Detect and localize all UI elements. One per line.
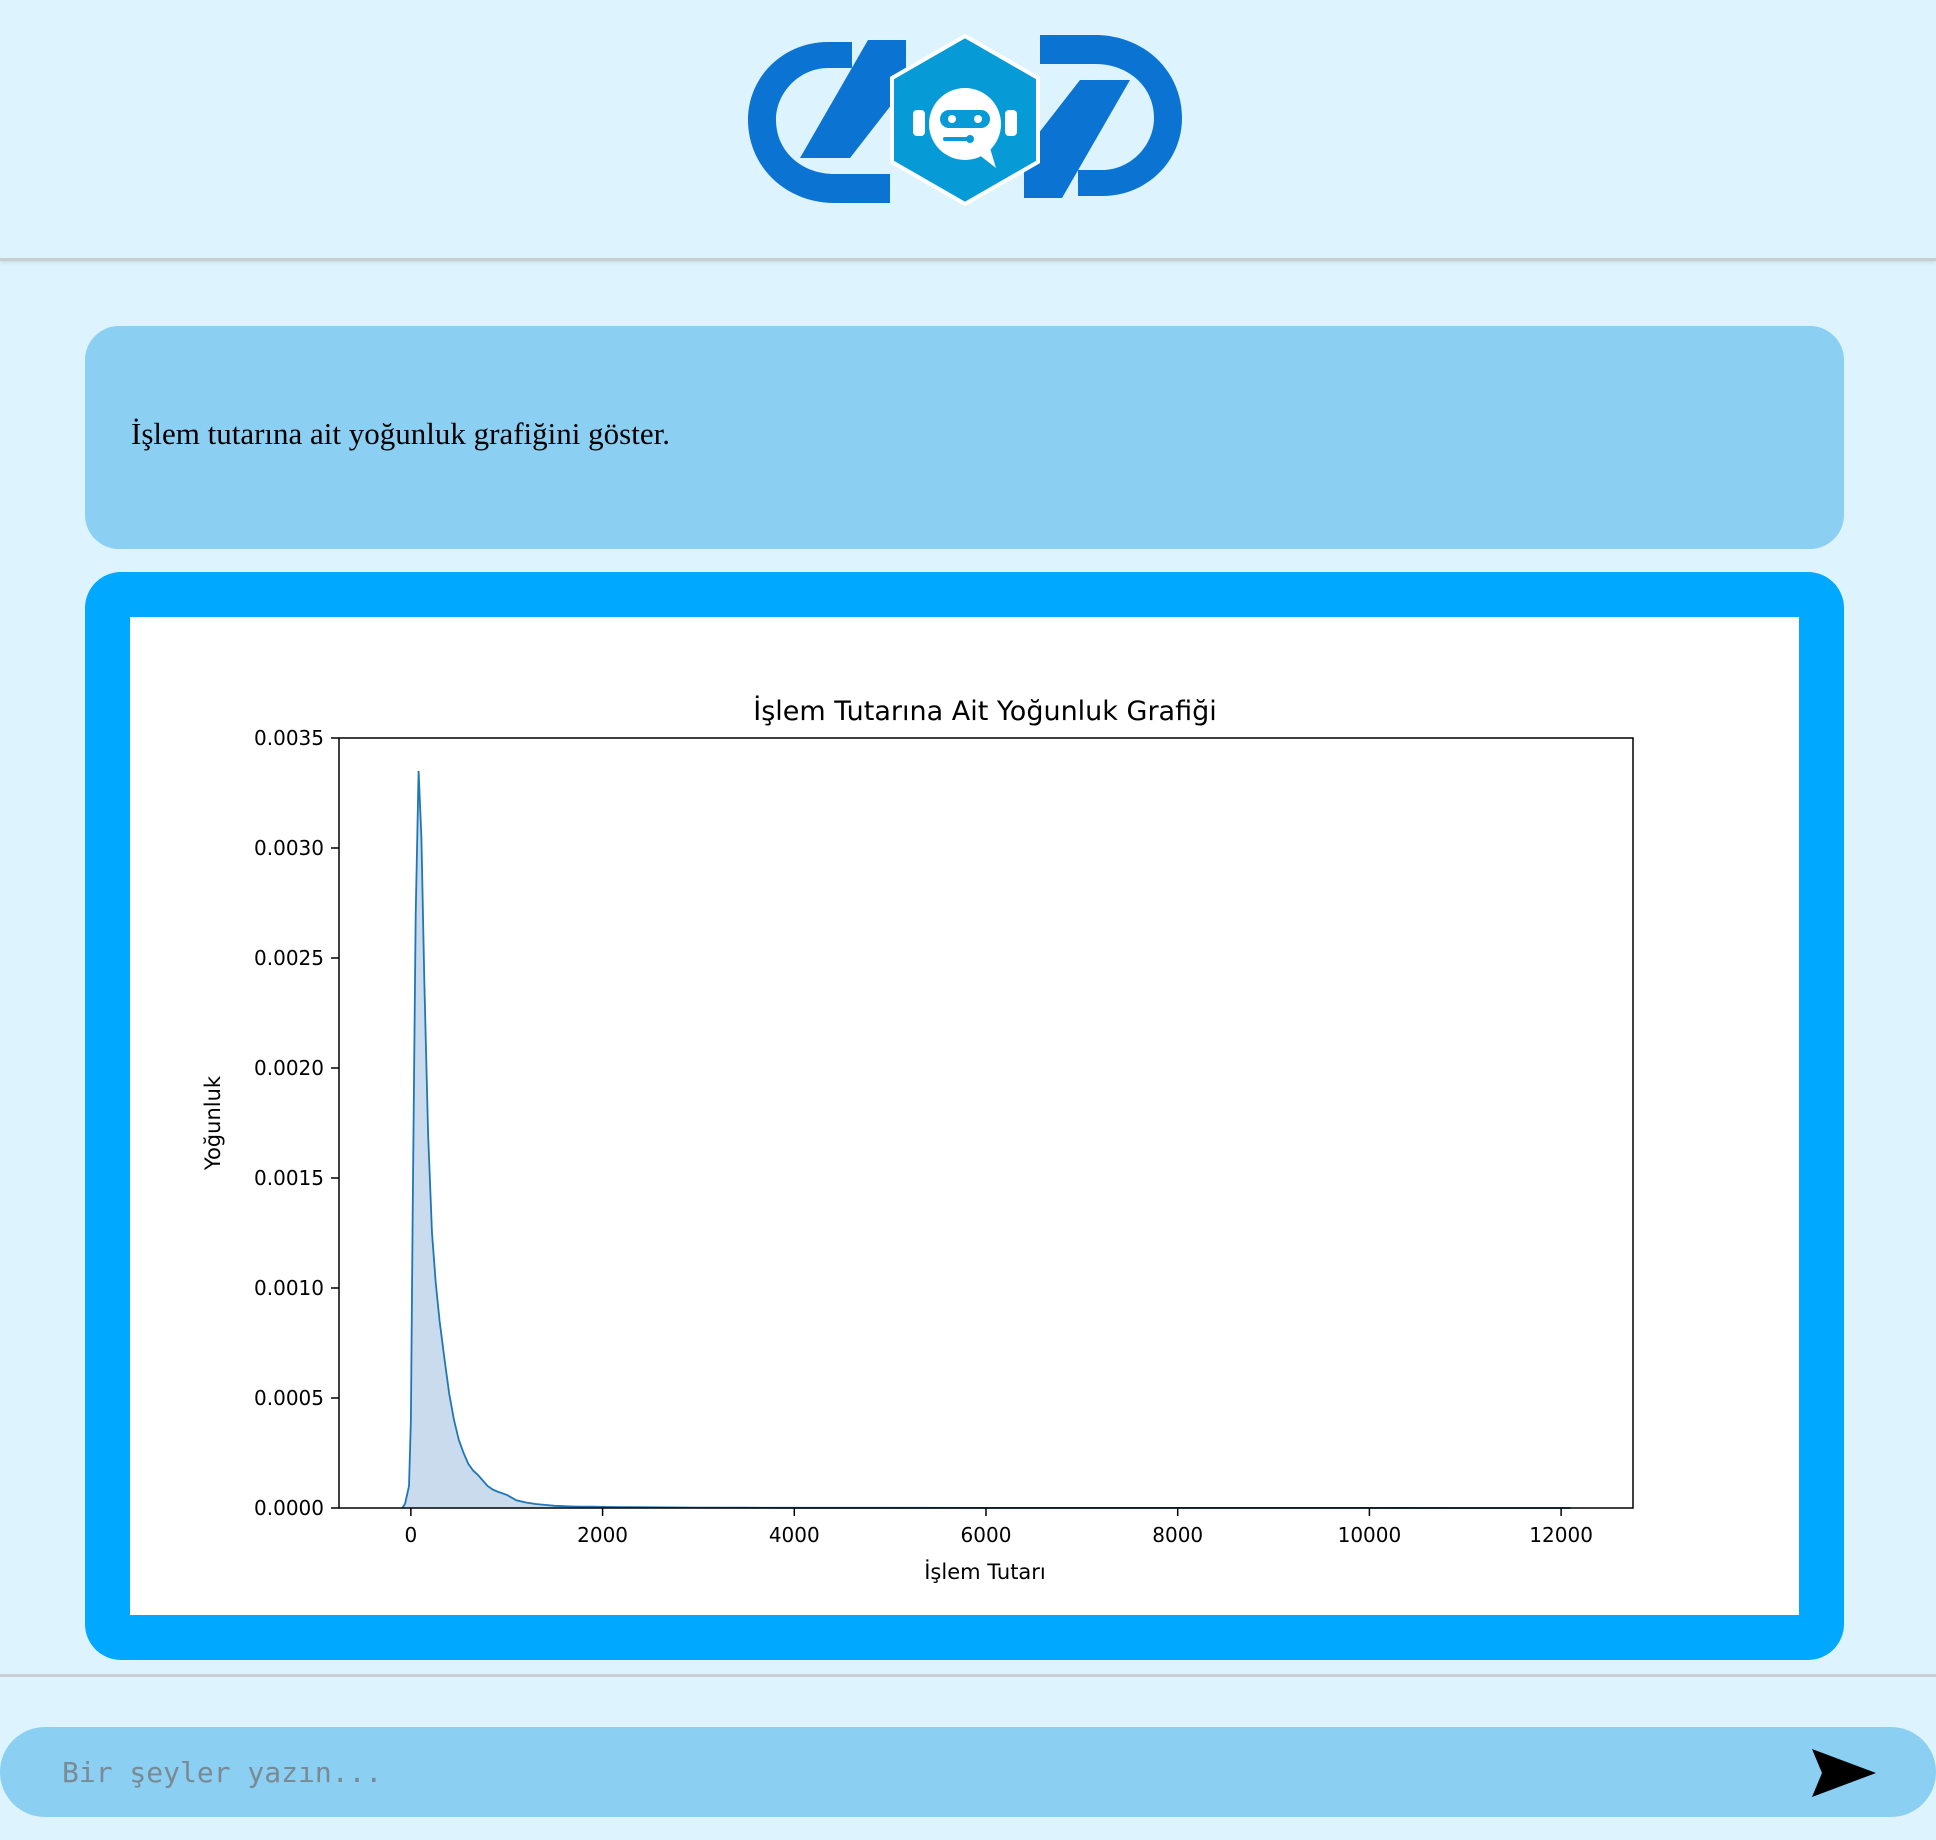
user-message-text: İşlem tutarına ait yoğunluk grafiğini gö… [131, 416, 670, 451]
density-curve-line [401, 770, 1571, 1509]
x-tick-label: 2000 [577, 1523, 628, 1547]
robot-chat-exchange-logo-icon [748, 33, 1182, 207]
user-message-bubble: İşlem tutarına ait yoğunluk grafiğini gö… [85, 326, 1844, 549]
y-tick-label: 0.0015 [254, 1166, 324, 1190]
x-tick-label: 0 [405, 1523, 418, 1547]
x-tick-label: 6000 [961, 1523, 1012, 1547]
bot-message-bubble: İşlem Tutarına Ait Yoğunluk Grafiği 0 200… [85, 572, 1844, 1660]
send-button[interactable] [1808, 1745, 1880, 1801]
x-tick-label: 10000 [1338, 1523, 1402, 1547]
x-tick-label: 4000 [769, 1523, 820, 1547]
y-tick-label: 0.0030 [254, 836, 324, 860]
chart-image: İşlem Tutarına Ait Yoğunluk Grafiği 0 200… [130, 617, 1799, 1615]
app-header [0, 0, 1936, 261]
message-input[interactable] [40, 1727, 1780, 1817]
chart-title: İşlem Tutarına Ait Yoğunluk Grafiği [753, 695, 1216, 727]
x-axis-label: İşlem Tutarı [924, 1559, 1046, 1584]
x-tick-label: 12000 [1529, 1523, 1593, 1547]
input-divider [0, 1674, 1936, 1677]
y-tick-label: 0.0000 [254, 1496, 324, 1520]
y-tick-label: 0.0035 [254, 726, 324, 750]
plot-area-frame [338, 737, 1634, 1509]
y-tick-label: 0.0005 [254, 1386, 324, 1410]
y-tick-label: 0.0025 [254, 946, 324, 970]
y-tick-label: 0.0020 [254, 1056, 324, 1080]
send-arrow-icon [1812, 1749, 1876, 1797]
y-axis-label: Yoğunluk [201, 1075, 225, 1171]
message-input-bar [0, 1727, 1936, 1817]
density-area-fill [402, 771, 1571, 1508]
density-chart: İşlem Tutarına Ait Yoğunluk Grafiği 0 200… [201, 695, 1634, 1584]
y-tick-label: 0.0010 [254, 1276, 324, 1300]
x-tick-label: 8000 [1152, 1523, 1203, 1547]
